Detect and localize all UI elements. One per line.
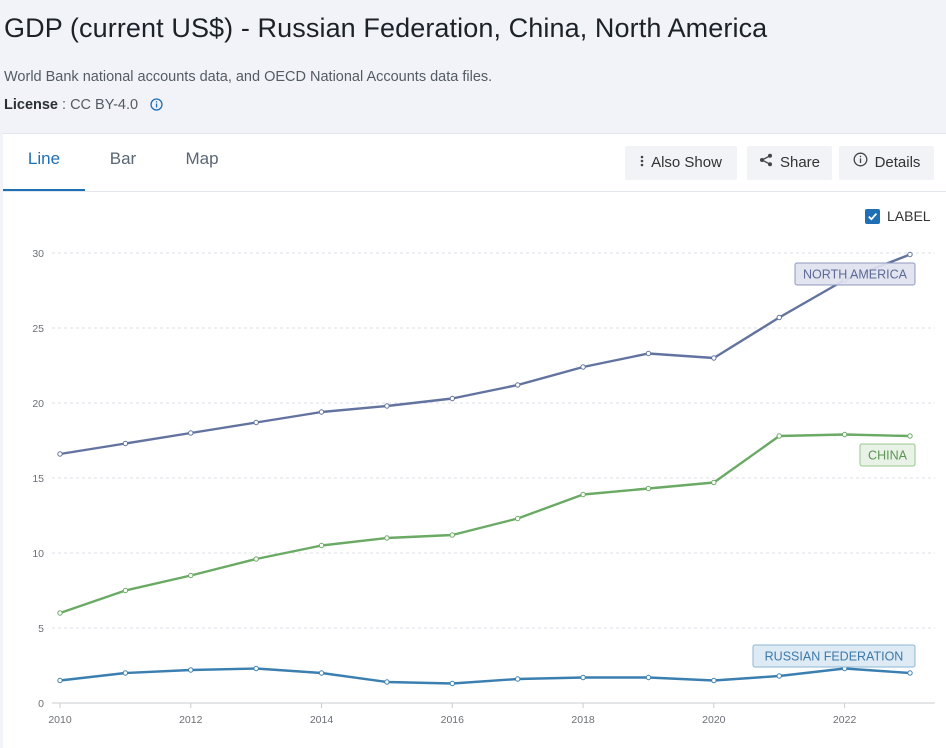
data-point (122, 670, 129, 676)
data-point (907, 670, 913, 676)
license-value: : CC BY-4.0 (58, 97, 139, 113)
data-point (514, 382, 521, 388)
details-label: Details (874, 154, 921, 171)
share-button[interactable]: Share (747, 146, 832, 180)
x-tick-label: 2018 (571, 714, 595, 726)
data-point (384, 535, 390, 541)
data-point (384, 679, 390, 685)
data-point (645, 674, 652, 681)
series-line (59, 667, 911, 685)
info-circle-icon (853, 146, 868, 180)
series-label: NORTH AMERICA (803, 268, 908, 282)
data-point (514, 676, 521, 682)
tab-map[interactable]: Map (185, 149, 219, 168)
share-label: Share (779, 154, 821, 171)
x-tick-label: 2020 (702, 714, 726, 726)
series-line (59, 433, 911, 615)
data-point (776, 673, 782, 679)
license-line: License : CC BY-4.0 (4, 97, 163, 115)
tab-line[interactable]: Line (3, 134, 85, 191)
data-point (645, 350, 652, 357)
data-point (57, 451, 63, 457)
y-tick-label: 15 (32, 473, 44, 485)
data-point (645, 485, 652, 492)
x-tick-label: 2022 (833, 714, 857, 726)
vertical-dots-icon (640, 146, 644, 180)
data-point (776, 433, 782, 439)
data-point (122, 440, 129, 447)
data-point (253, 556, 259, 562)
data-point (253, 665, 259, 672)
series-label: RUSSIAN FEDERATION (765, 650, 904, 664)
data-point (188, 572, 194, 579)
x-tick-label: 2014 (310, 714, 334, 726)
x-tick-label: 2010 (48, 714, 72, 726)
data-point (449, 395, 456, 402)
data-point (384, 403, 390, 409)
data-point (514, 515, 521, 522)
x-tick-label: 2016 (441, 714, 465, 726)
data-point (318, 670, 325, 676)
data-point (711, 479, 717, 486)
data-point (188, 430, 194, 436)
data-point (841, 431, 848, 438)
data-point (776, 314, 782, 321)
label-checkbox[interactable] (865, 208, 880, 224)
series-label-box (752, 644, 916, 668)
data-point (57, 610, 63, 616)
data-point (580, 364, 586, 370)
data-point (711, 677, 717, 684)
label-toggle-text: LABEL (887, 208, 931, 224)
y-tick-label: 0 (38, 698, 44, 710)
data-point (449, 680, 456, 687)
info-icon[interactable] (150, 98, 163, 115)
also-show-button[interactable]: Also Show (625, 146, 737, 180)
data-point (188, 667, 194, 673)
y-tick-label: 30 (32, 248, 44, 260)
data-point (122, 587, 129, 594)
series-line (59, 253, 911, 456)
share-icon (759, 146, 773, 180)
y-tick-label: 5 (38, 623, 44, 635)
data-point (580, 674, 586, 681)
data-point (318, 542, 325, 549)
data-point (253, 419, 259, 426)
view-tabs: Line Bar Map Also Show Share Details (3, 134, 946, 192)
data-point (57, 677, 63, 684)
data-point (907, 433, 913, 439)
source-note: World Bank national accounts data, and O… (4, 69, 493, 85)
tab-bar[interactable]: Bar (109, 149, 137, 168)
data-point (318, 409, 325, 415)
x-tick-label: 2012 (179, 714, 203, 726)
data-point (907, 251, 913, 258)
also-show-label: Also Show (651, 154, 722, 171)
series-label-box (859, 443, 916, 467)
license-label: License (4, 97, 58, 113)
data-point (711, 355, 717, 361)
series-label: CHINA (868, 449, 908, 463)
data-point (449, 532, 456, 538)
page-title: GDP (current US$) - Russian Federation, … (4, 13, 768, 43)
data-point (580, 491, 586, 498)
y-tick-label: 10 (32, 548, 44, 560)
y-tick-label: 20 (32, 398, 44, 410)
details-button[interactable]: Details (839, 146, 934, 180)
series-label-box (794, 262, 916, 286)
label-toggle[interactable]: LABEL (865, 208, 931, 224)
y-tick-label: 25 (32, 323, 44, 335)
